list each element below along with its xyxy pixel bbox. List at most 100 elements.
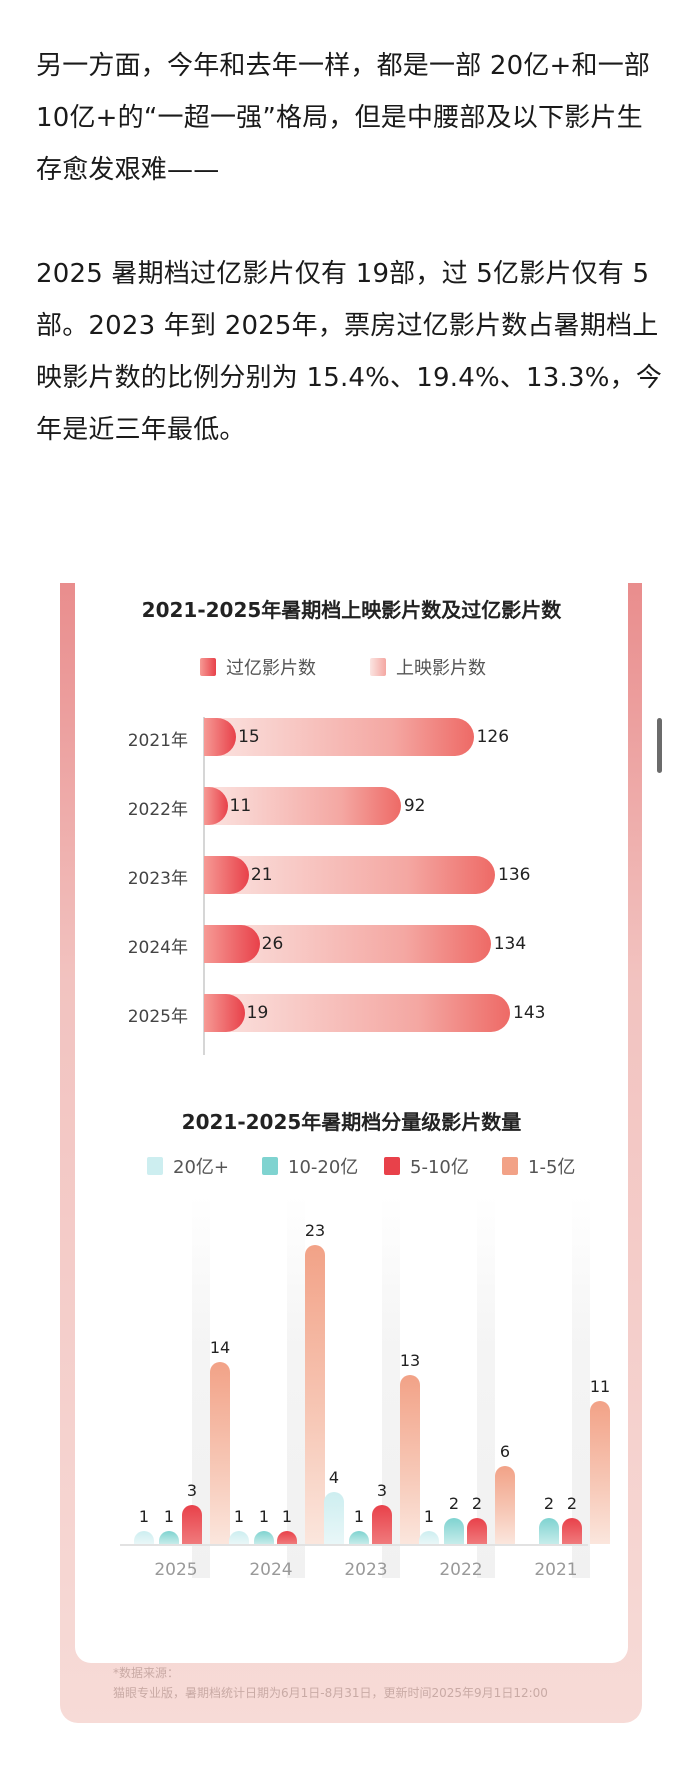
chart2-legend-label: 5-10亿	[410, 1157, 469, 1178]
chart2-column-background	[382, 1196, 400, 1578]
chart1-category-label: 2023年	[127, 869, 188, 889]
chart1-title: 2021-2025年暑期档上映影片数及过亿影片数	[141, 598, 562, 622]
chart1-value-label-released: 126	[476, 727, 510, 747]
chart2-legend-item: 20亿+	[147, 1153, 229, 1179]
chart2-value-label: 2	[566, 1494, 578, 1513]
chart2-column-background	[287, 1196, 305, 1578]
chart1-value-label-over: 11	[229, 796, 252, 816]
chart2-column-background	[477, 1196, 495, 1578]
chart2-legend-item: 5-10亿	[384, 1153, 469, 1179]
scrollbar-thumb[interactable]	[657, 718, 662, 773]
chart2-bar	[210, 1362, 230, 1544]
chart1-bar-released	[204, 994, 510, 1032]
chart1-category-label: 2024年	[127, 938, 188, 958]
chart2-value-label: 11	[589, 1377, 611, 1396]
chart1-legend-swatch	[200, 658, 216, 676]
chart2-bar	[372, 1505, 392, 1544]
chart2-value-label: 1	[281, 1507, 293, 1526]
chart2-category-label: 2022	[439, 1560, 483, 1580]
chart2-category-label: 2024	[249, 1560, 293, 1580]
chart2-value-label: 1	[423, 1507, 435, 1526]
chart2-title: 2021-2025年暑期档分量级影片数量	[181, 1110, 522, 1134]
chart1-value-label-released: 92	[403, 796, 426, 816]
chart1-category-label: 2022年	[127, 800, 188, 820]
chart2-bar	[590, 1401, 610, 1544]
chart2-value-label: 2	[448, 1494, 460, 1513]
chart1-bar-released	[204, 787, 401, 825]
chart2-bar	[495, 1466, 515, 1544]
chart1-value-label-over: 21	[250, 865, 273, 885]
chart1-bar-over-100m	[204, 994, 245, 1032]
chart2-bar	[349, 1531, 369, 1544]
article-paragraph-1: 另一方面，今年和去年一样，都是一部 20亿+和一部 10亿+的“一超一强”格局，…	[36, 51, 651, 185]
article-paragraph-2: 2025 暑期档过亿影片仅有 19部，过 5亿影片仅有 5部。2023 年到 2…	[36, 259, 663, 445]
chart1-legend-item: 上映影片数	[370, 654, 486, 680]
chart1-value-label-over: 26	[261, 934, 284, 954]
chart2-column-background	[192, 1196, 210, 1578]
data-source-note: *数据来源： 猫眼专业版，暑期档统计日期为6月1日-8月31日，更新时间2025…	[113, 1663, 633, 1703]
chart2-bar	[305, 1245, 325, 1544]
chart2-value-label: 3	[376, 1481, 388, 1500]
chart1-bar-over-100m	[204, 925, 260, 963]
chart2-bar	[562, 1518, 582, 1544]
chart2-category-label: 2021	[534, 1560, 578, 1580]
chart2-column-background	[572, 1196, 590, 1578]
chart2-value-label: 2	[471, 1494, 483, 1513]
chart2-bar	[277, 1531, 297, 1544]
chart2-bar	[134, 1531, 154, 1544]
chart1-value-label-over: 15	[238, 727, 260, 747]
chart1-bar-released	[204, 718, 474, 756]
chart2-legend-label: 1-5亿	[528, 1157, 576, 1178]
chart2-bar	[254, 1531, 274, 1544]
chart2-legend-swatch	[384, 1157, 400, 1175]
chart2-bar	[182, 1505, 202, 1544]
chart2-value-label: 3	[186, 1481, 198, 1500]
chart2-value-label: 1	[138, 1507, 150, 1526]
chart1-legend-swatch	[370, 658, 386, 676]
chart2-category-label: 2025	[154, 1560, 198, 1580]
chart2-bar	[159, 1531, 179, 1544]
chart2-legend-label: 20亿+	[173, 1157, 229, 1178]
chart2-value-label: 23	[304, 1221, 326, 1240]
chart2-legend-swatch	[502, 1157, 518, 1175]
source-detail: 猫眼专业版，暑期档统计日期为6月1日-8月31日，更新时间2025年9月1日12…	[113, 1686, 548, 1700]
article-body: 另一方面，今年和去年一样，都是一部 20亿+和一部 10亿+的“一超一强”格局，…	[36, 40, 666, 456]
chart2-value-label: 1	[258, 1507, 270, 1526]
chart1-bar-over-100m	[204, 718, 237, 756]
chart2-legend-item: 10-20亿	[262, 1153, 358, 1179]
chart2-bar	[324, 1492, 344, 1544]
chart1-value-label-over: 19	[246, 1003, 269, 1023]
chart2-value-label: 6	[499, 1442, 511, 1461]
chart1-bar-over-100m	[204, 856, 249, 894]
chart1-legend-label: 上映影片数	[396, 658, 486, 679]
chart1-value-label-released: 136	[498, 865, 531, 885]
chart2-bar	[444, 1518, 464, 1544]
chart2-legend-item: 1-5亿	[502, 1153, 575, 1179]
chart1-value-label-released: 134	[493, 934, 527, 954]
source-label: *数据来源：	[113, 1666, 180, 1680]
chart2-legend-label: 10-20亿	[288, 1157, 359, 1178]
chart1-bar-over-100m	[204, 787, 228, 825]
chart1-bar-released	[204, 856, 496, 894]
chart1-legend-label: 过亿影片数	[226, 658, 316, 679]
chart2-value-label: 1	[233, 1507, 245, 1526]
chart1-category-label: 2021年	[127, 731, 188, 751]
chart1-value-label-released: 143	[513, 1003, 546, 1023]
chart2-value-label: 4	[328, 1468, 340, 1487]
chart2-legend-swatch	[147, 1157, 163, 1175]
chart2-bar	[419, 1531, 439, 1544]
chart2-value-label: 1	[163, 1507, 175, 1526]
chart2-legend-swatch	[262, 1157, 278, 1175]
chart2-bar	[229, 1531, 249, 1544]
chart2-value-label: 1	[353, 1507, 365, 1526]
chart2-category-label: 2023	[344, 1560, 388, 1580]
chart1-category-label: 2025年	[127, 1007, 188, 1027]
chart2-bar	[467, 1518, 487, 1544]
chart2-value-label: 2	[543, 1494, 555, 1513]
chart2-value-label: 13	[399, 1351, 421, 1370]
chart2-value-label: 14	[209, 1338, 231, 1357]
chart2-baseline	[120, 1544, 588, 1546]
chart1-legend-item: 过亿影片数	[200, 654, 316, 680]
chart2-bar	[400, 1375, 420, 1544]
chart2-bar	[539, 1518, 559, 1544]
